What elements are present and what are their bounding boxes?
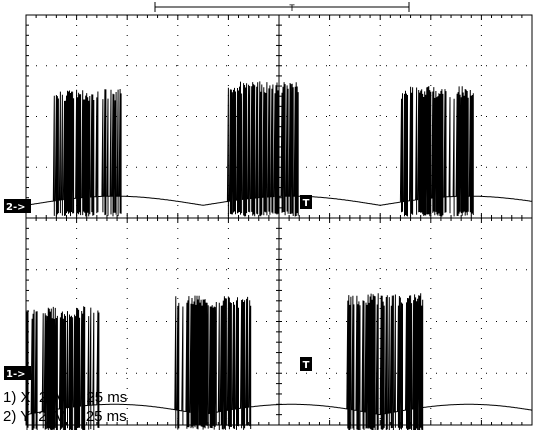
trigger-position-bar[interactable]: T	[154, 2, 410, 13]
channel-2-marker-label: 2->	[6, 202, 26, 213]
channel-2-trace	[25, 81, 533, 217]
traces	[25, 81, 533, 430]
channel-2-scale-readout: 2) Y 2 V 25 ms	[3, 408, 127, 425]
trigger-marker-bottom: T	[300, 357, 312, 371]
channel-1-marker-label: 1->	[6, 369, 26, 380]
channel-1-marker[interactable]: 1->	[4, 366, 31, 380]
trigger-marker-top-label: T	[303, 198, 310, 209]
trigger-bar-label: T	[289, 3, 295, 13]
channel-2-marker[interactable]: 2->	[4, 199, 31, 213]
channel-1-scale-readout: 1) X 2 V 25 ms	[3, 389, 127, 406]
channel-1-trace	[25, 293, 533, 430]
trigger-marker-top: T	[300, 195, 312, 209]
trigger-marker-bottom-label: T	[303, 360, 310, 371]
